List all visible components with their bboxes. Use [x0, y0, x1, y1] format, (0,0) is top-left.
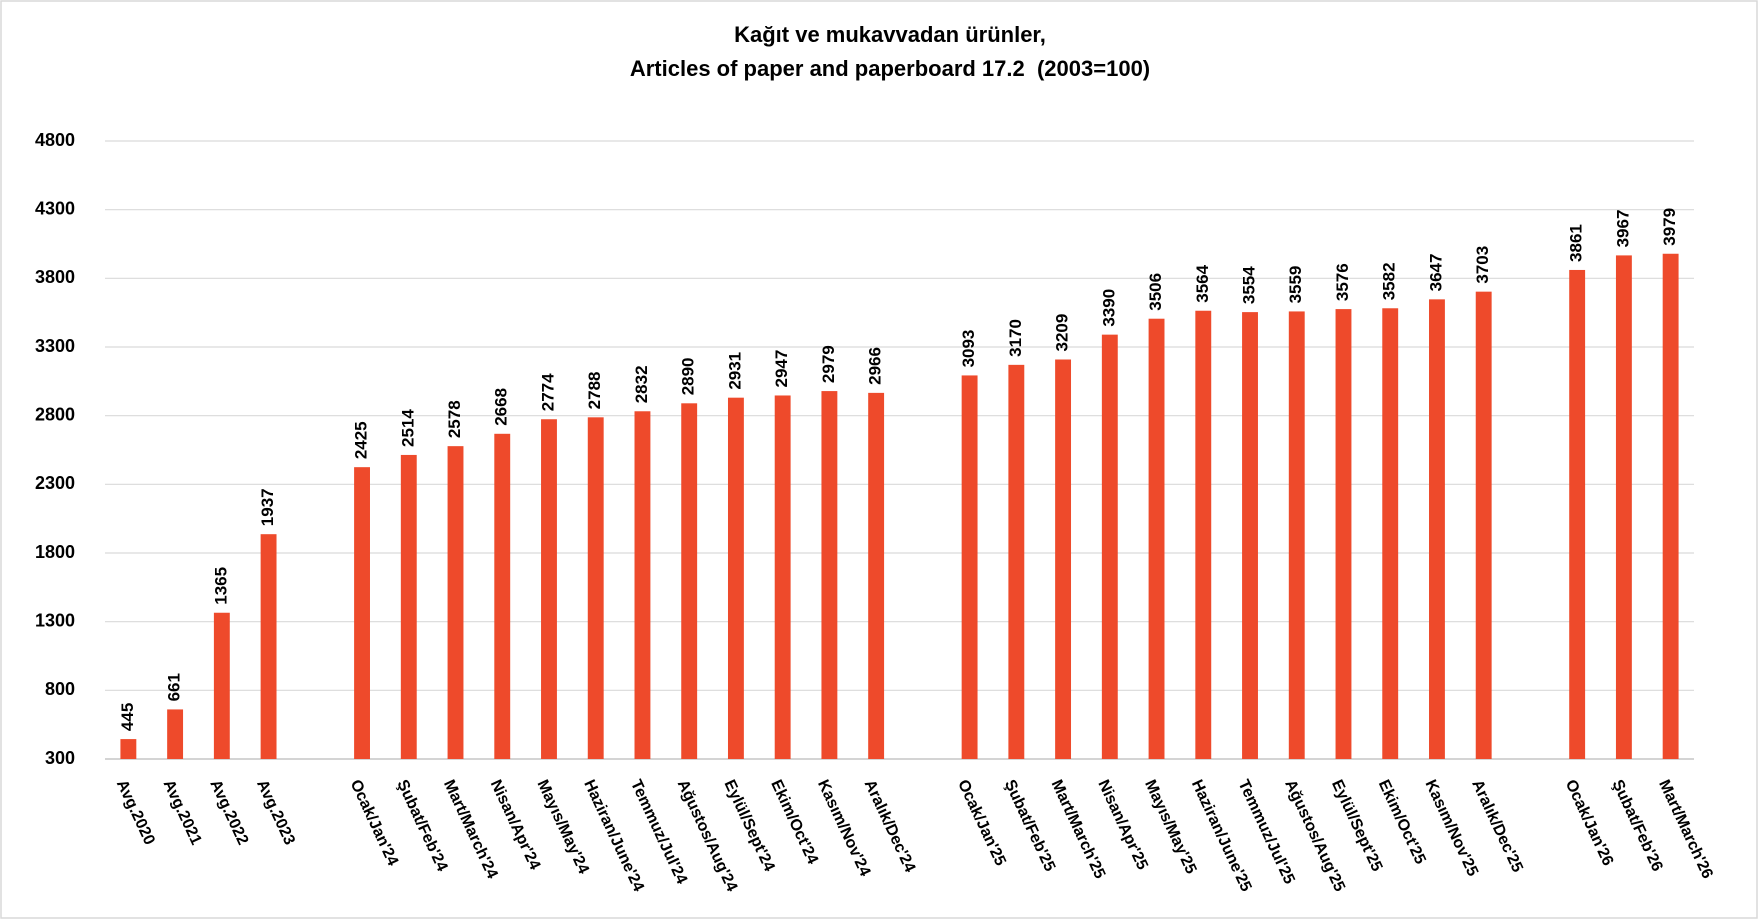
chart-subtitle: Articles of paper and paperboard 17.2 (2…	[630, 56, 1150, 81]
bar	[1335, 309, 1352, 759]
data-label: 2774	[538, 373, 557, 411]
bar	[1288, 311, 1305, 759]
y-tick-label: 2300	[35, 473, 75, 493]
data-label: 3582	[1380, 262, 1399, 300]
data-label: 3576	[1333, 263, 1352, 301]
data-label: 2788	[585, 371, 604, 409]
bar	[821, 391, 838, 759]
bar	[587, 417, 604, 759]
y-tick-label: 3800	[35, 267, 75, 287]
data-label: 3703	[1473, 246, 1492, 284]
bar	[1008, 364, 1025, 759]
data-label: 661	[165, 673, 184, 701]
bar	[1195, 310, 1212, 759]
data-label: 2931	[725, 352, 744, 390]
data-label: 2890	[679, 357, 698, 395]
bar	[1101, 334, 1118, 759]
bar	[961, 375, 978, 759]
data-label: 3209	[1053, 314, 1072, 352]
data-label: 3554	[1239, 266, 1258, 304]
data-label: 3170	[1006, 319, 1025, 357]
y-tick-label: 3300	[35, 336, 75, 356]
data-label: 3506	[1146, 273, 1165, 311]
bar	[1429, 299, 1445, 759]
data-label: 1937	[258, 488, 277, 526]
y-tick-label: 1300	[35, 610, 75, 630]
bar	[774, 395, 791, 759]
bar	[354, 467, 370, 759]
bar	[1569, 269, 1586, 759]
data-label: 3967	[1613, 210, 1632, 248]
bar	[447, 446, 464, 759]
bar	[1055, 359, 1072, 759]
y-tick-label: 4800	[35, 130, 75, 150]
y-tick-label: 2800	[35, 404, 75, 424]
data-label: 3390	[1099, 289, 1118, 327]
bar	[1662, 253, 1679, 759]
bar	[1615, 255, 1632, 759]
data-label: 3979	[1660, 208, 1679, 246]
bar	[260, 534, 277, 759]
data-label: 1365	[211, 567, 230, 605]
bar	[167, 709, 184, 759]
bar	[1382, 308, 1399, 759]
data-label: 2514	[398, 409, 417, 447]
data-label: 3559	[1286, 266, 1305, 304]
data-label: 3861	[1567, 224, 1586, 262]
bar	[1242, 312, 1258, 759]
y-tick-label: 1800	[35, 542, 75, 562]
bar	[634, 411, 651, 759]
data-label: 2947	[772, 350, 791, 388]
y-tick-label: 800	[45, 679, 75, 699]
data-label: 2966	[866, 347, 885, 385]
bar	[681, 403, 698, 759]
bar	[868, 392, 885, 759]
bar	[120, 739, 137, 759]
data-label: 2668	[492, 388, 511, 426]
bar	[1148, 318, 1165, 759]
data-label: 2832	[632, 365, 651, 403]
bar	[727, 397, 744, 759]
y-tick-label: 4300	[35, 198, 75, 218]
data-label: 445	[118, 703, 137, 731]
bar	[400, 454, 417, 759]
data-label: 2578	[445, 400, 464, 438]
data-label: 3564	[1193, 264, 1212, 302]
data-label: 3093	[959, 330, 978, 368]
bar	[494, 433, 511, 759]
y-tick-label: 300	[45, 748, 75, 768]
data-label: 3647	[1426, 254, 1445, 292]
bar	[541, 419, 557, 759]
data-label: 2425	[352, 421, 371, 459]
chart-title: Kağıt ve mukavvadan ürünler,	[734, 22, 1046, 47]
bar	[213, 612, 230, 759]
bar	[1475, 291, 1492, 759]
data-label: 2979	[819, 345, 838, 383]
